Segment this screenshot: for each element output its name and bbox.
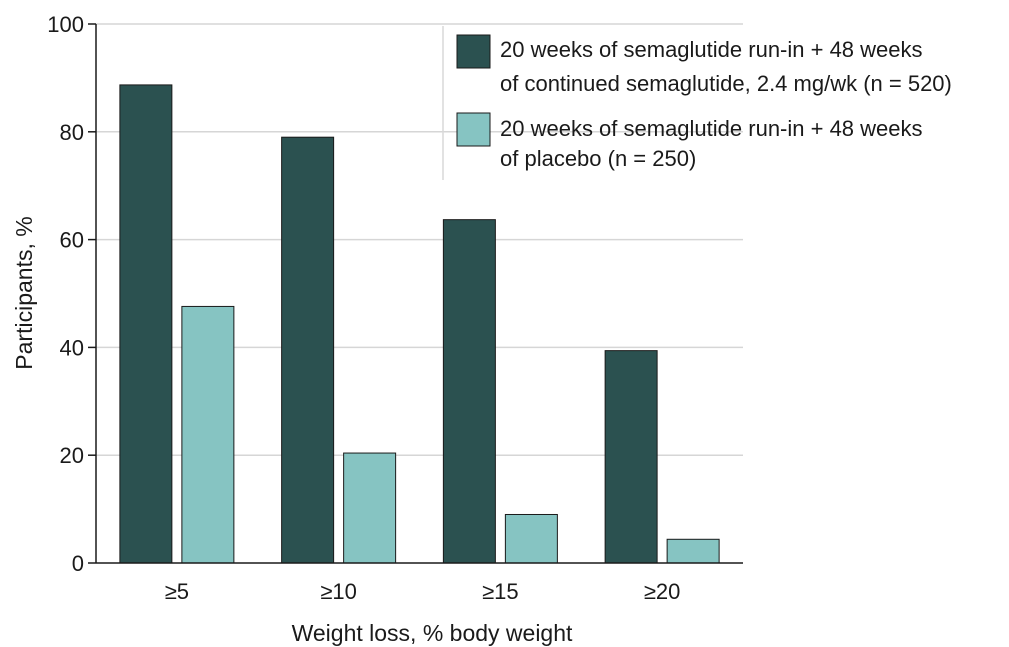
bar-series1-cat3: [442, 219, 496, 564]
bar-series2-cat4: [666, 538, 720, 564]
y-tick-label: 80: [60, 120, 84, 145]
bar-series2-cat3: [504, 513, 558, 564]
y-tick-label: 20: [60, 443, 84, 468]
x-axis-title: Weight loss, % body weight: [292, 620, 573, 646]
x-tick-label: ≥10: [320, 579, 357, 604]
legend: 20 weeks of semaglutide run-in + 48 week…: [442, 26, 952, 180]
y-tick-label: 0: [72, 551, 84, 576]
y-axis-title: Participants, %: [11, 216, 37, 369]
x-tick-labels: ≥5 ≥10 ≥15 ≥20: [165, 579, 681, 604]
y-tick-label: 100: [47, 12, 84, 37]
x-tick-label: ≥15: [482, 579, 519, 604]
bar-series2-cat1: [181, 305, 235, 564]
x-tick-label: ≥5: [165, 579, 189, 604]
x-tick-label: ≥20: [644, 579, 681, 604]
y-tick-label: 60: [60, 228, 84, 253]
legend-label-placebo-line1: 20 weeks of semaglutide run-in + 48 week…: [500, 116, 923, 141]
bars: [119, 84, 720, 564]
legend-label-semaglutide-line1: 20 weeks of semaglutide run-in + 48 week…: [500, 37, 923, 62]
legend-swatch-semaglutide: [456, 34, 491, 69]
legend-label-semaglutide-line2: of continued semaglutide, 2.4 mg/wk (n =…: [500, 71, 952, 96]
legend-label-placebo-line2: of placebo (n = 250): [500, 146, 696, 171]
axes: [95, 24, 743, 564]
bar-series1-cat4: [604, 350, 658, 564]
bar-series1-cat2: [281, 136, 335, 564]
bar-series1-cat1: [119, 84, 173, 564]
legend-swatch-placebo: [456, 112, 491, 147]
bar-series2-cat2: [343, 452, 397, 564]
y-tick-labels: 0 20 40 60 80 100: [47, 12, 96, 576]
y-tick-label: 40: [60, 335, 84, 360]
